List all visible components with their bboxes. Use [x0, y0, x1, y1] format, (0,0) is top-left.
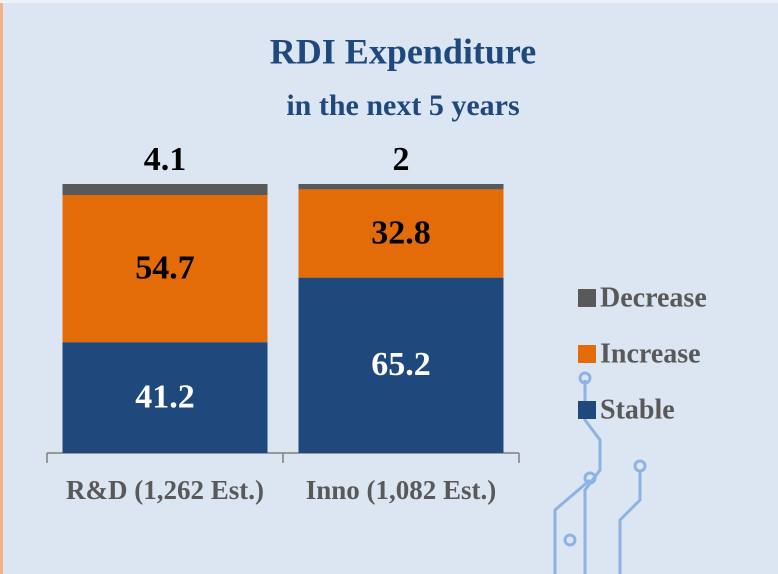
data-label: 65.2 [371, 346, 431, 383]
data-label: 4.1 [144, 141, 187, 178]
x-tick-label: Inno (1,082 Est.) [291, 472, 511, 508]
bar-segment [299, 184, 504, 189]
top-edge [0, 0, 778, 3]
data-label: 41.2 [135, 378, 195, 415]
legend-swatch [578, 289, 596, 307]
legend-label: Increase [600, 338, 701, 369]
data-label: 54.7 [135, 249, 195, 286]
chart-subtitle: in the next 5 years [286, 89, 519, 122]
legend-swatch [578, 401, 596, 419]
chart: RDI Expenditure in the next 5 years 41.2… [0, 0, 778, 574]
x-tick-label: R&D (1,262 Est.) [55, 472, 275, 508]
data-label: 2 [393, 141, 410, 178]
chart-title: RDI Expenditure [270, 31, 536, 71]
legend-label: Decrease [600, 282, 707, 313]
data-label: 32.8 [371, 214, 431, 251]
legend-swatch [578, 345, 596, 363]
bar-segment [63, 184, 268, 195]
x-tick-label-box: Inno (1,082 Est.) [291, 472, 511, 552]
x-tick-label-box: R&D (1,262 Est.) [55, 472, 275, 552]
legend-label: Stable [600, 394, 675, 425]
left-edge [0, 0, 3, 574]
